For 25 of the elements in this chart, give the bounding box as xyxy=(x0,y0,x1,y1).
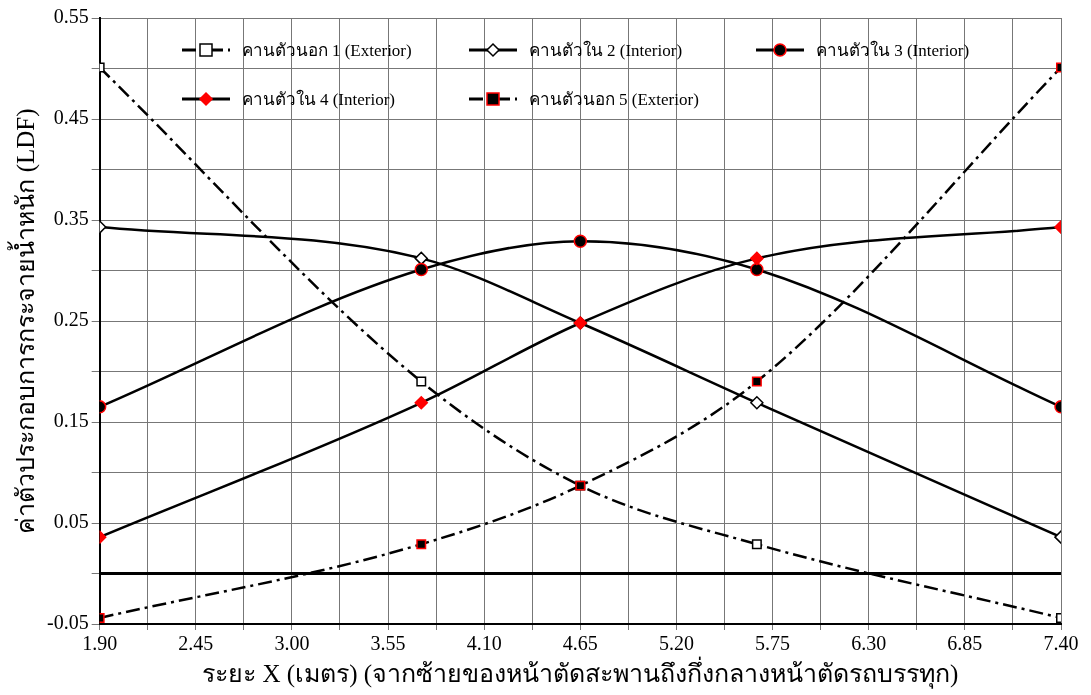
legend-label: คานตัวใน 3 (Interior) xyxy=(815,39,970,62)
x-tick-label: 3.55 xyxy=(370,632,406,655)
x-tick-label: 5.20 xyxy=(658,632,694,655)
y-tick-label: 0.15 xyxy=(53,409,89,432)
y-tick-label: 0.05 xyxy=(53,510,89,533)
x-tick-label: 7.40 xyxy=(1043,632,1079,655)
legend-label: คานตัวใน 2 (Interior) xyxy=(528,39,683,62)
x-axis-title: ระยะ X (เมตร) (จากซ้ายของหน้าตัดสะพานถึงกึ่งกลางหน้าตัดรถบรรทุก) xyxy=(202,655,959,689)
y-tick-label: 0.45 xyxy=(53,106,89,129)
x-tick-label: 4.65 xyxy=(562,632,598,655)
x-tick-label: 4.10 xyxy=(466,632,502,655)
legend-label: คานตัวนอก 5 (Exterior) xyxy=(528,89,699,111)
y-tick-label: 0.25 xyxy=(53,308,89,331)
x-tick-label: 5.75 xyxy=(755,632,791,655)
x-tick-label: 6.85 xyxy=(947,632,983,655)
x-tick-label: 2.45 xyxy=(178,632,214,655)
x-tick-label: 1.90 xyxy=(82,632,118,655)
legend-label: คานตัวใน 4 (Interior) xyxy=(241,88,395,111)
x-tick-label: 3.00 xyxy=(274,632,310,655)
y-axis-title: ค่าตัวประกอบการกระจายน้ำหนัก (LDF) xyxy=(6,108,40,534)
y-tick-label: 0.35 xyxy=(53,207,89,230)
y-tick-label: -0.05 xyxy=(46,611,89,634)
y-tick-label: 0.55 xyxy=(53,5,89,28)
legend-label: คานตัวนอก 1 (Exterior) xyxy=(241,40,412,62)
x-tick-label: 6.30 xyxy=(851,632,887,655)
